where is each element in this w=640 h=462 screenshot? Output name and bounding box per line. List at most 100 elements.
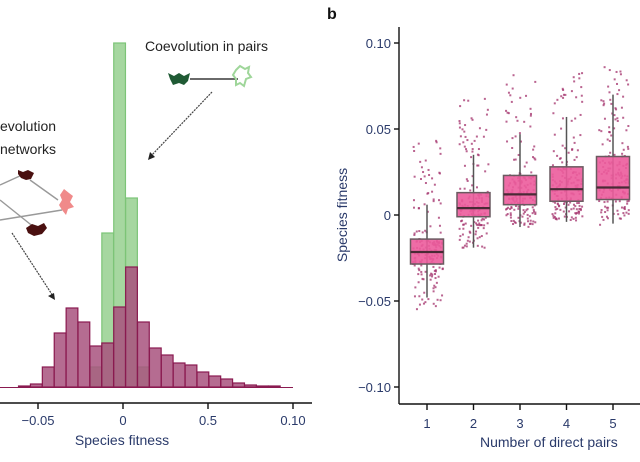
data-point [417, 273, 420, 276]
data-point [462, 223, 465, 226]
data-point [606, 209, 609, 212]
data-point [519, 140, 522, 143]
y-tick-label: 0.05 [366, 122, 391, 137]
data-point [468, 240, 471, 243]
data-point [433, 284, 436, 287]
data-point [441, 268, 444, 271]
data-point [481, 245, 484, 248]
data-point [471, 148, 474, 151]
data-point [620, 206, 623, 209]
data-point [420, 166, 423, 169]
data-point [483, 224, 486, 227]
data-point [468, 230, 471, 233]
data-point [475, 223, 478, 226]
butterfly-icon [18, 170, 34, 180]
data-point [475, 135, 478, 138]
data-point [627, 212, 630, 215]
data-point [574, 205, 577, 208]
y-axis-label: Species fitness [334, 168, 350, 262]
data-point [484, 216, 487, 219]
data-point [600, 208, 603, 211]
data-point [627, 147, 630, 150]
data-point [616, 117, 619, 120]
data-point [514, 204, 517, 207]
data-point [573, 141, 576, 144]
data-point [532, 208, 535, 211]
data-point [476, 164, 479, 167]
data-point [439, 202, 442, 205]
data-point [627, 209, 630, 212]
data-point [458, 143, 461, 146]
data-point [462, 141, 465, 144]
data-point [625, 211, 628, 214]
data-point [621, 152, 624, 155]
data-point [598, 200, 601, 203]
data-point [438, 199, 441, 202]
data-point [572, 76, 575, 79]
annotation-pairs: Coevolution in pairs [145, 38, 268, 54]
data-point [609, 98, 612, 101]
data-point [471, 175, 474, 178]
data-point [578, 210, 581, 213]
data-point [616, 120, 619, 123]
data-point [482, 227, 485, 230]
panel-label-b: b [327, 6, 337, 23]
data-point [478, 224, 481, 227]
data-point [603, 102, 606, 105]
data-point [486, 108, 489, 111]
data-point [435, 281, 438, 284]
data-point [618, 200, 621, 203]
data-point [429, 274, 432, 277]
data-point [412, 199, 415, 202]
data-point [602, 218, 605, 221]
histogram-bar-networks [255, 385, 269, 388]
data-point [577, 212, 580, 215]
data-point [412, 206, 415, 209]
data-point [517, 205, 520, 208]
data-point [418, 303, 421, 306]
data-point [523, 120, 526, 123]
data-point [519, 96, 522, 99]
data-point [463, 187, 466, 190]
data-point [485, 128, 488, 131]
data-point [567, 151, 570, 154]
data-point [574, 216, 577, 219]
data-point [465, 178, 468, 181]
data-point [432, 302, 435, 305]
data-point [419, 178, 422, 181]
data-point [429, 225, 432, 228]
data-point [561, 161, 564, 164]
data-point [483, 246, 486, 249]
data-point [464, 222, 467, 225]
data-point [606, 200, 609, 203]
data-point [459, 135, 462, 138]
histogram-bar-networks [89, 345, 103, 388]
data-point [569, 219, 572, 222]
data-point [424, 301, 427, 304]
data-point [578, 207, 581, 210]
data-point [578, 72, 581, 75]
histogram-bar-networks [29, 383, 43, 388]
data-point [424, 159, 427, 162]
data-point [572, 207, 575, 210]
data-point [432, 287, 435, 290]
data-point [551, 213, 554, 216]
data-point [460, 220, 463, 223]
data-point [505, 109, 508, 112]
data-point [424, 182, 427, 185]
data-point [570, 216, 573, 219]
data-point [622, 212, 625, 215]
data-point [433, 269, 436, 272]
data-point [514, 158, 517, 161]
data-point [477, 223, 480, 226]
data-point [563, 215, 566, 218]
data-point [427, 298, 430, 301]
data-point [556, 154, 559, 157]
data-point [506, 140, 509, 143]
data-point [616, 82, 619, 85]
data-point [423, 291, 426, 294]
histogram-bar-networks [172, 362, 186, 388]
data-point [417, 281, 420, 284]
data-point [564, 93, 567, 96]
